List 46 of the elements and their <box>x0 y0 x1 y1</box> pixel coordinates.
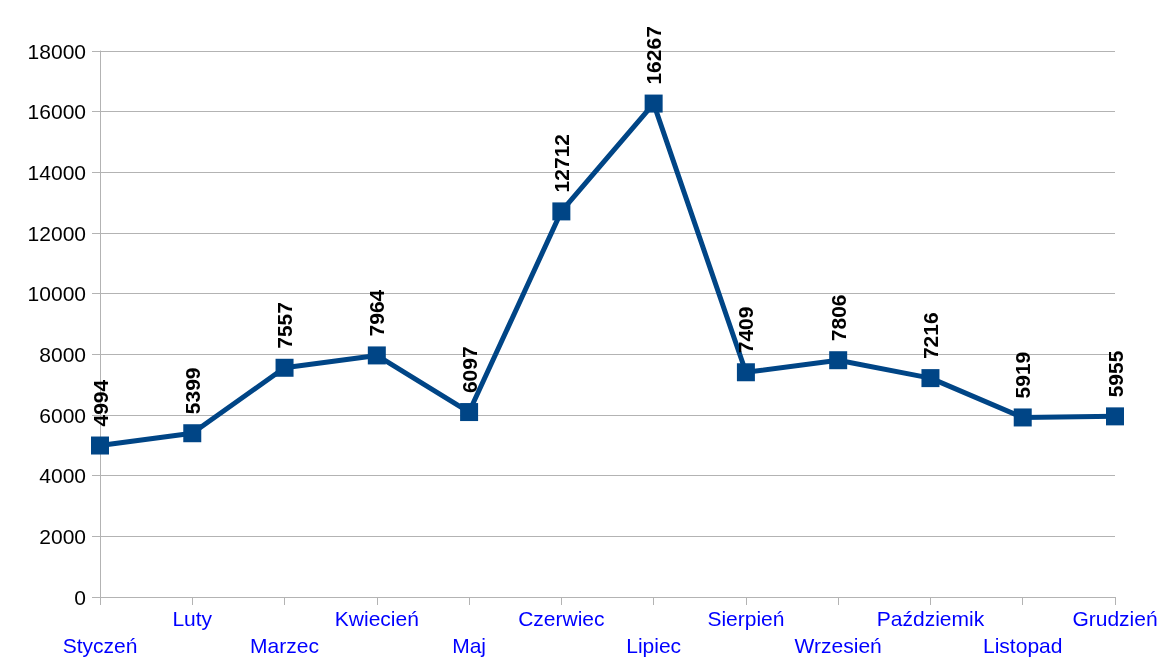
data-label: 12712 <box>549 134 573 193</box>
x-tick-label: Paździemik <box>876 607 985 630</box>
x-tick-label: Kwiecień <box>334 607 419 630</box>
x-tick-label: Wrzesień <box>794 634 882 657</box>
point <box>460 403 479 422</box>
y-tick-label: 16000 <box>27 100 86 124</box>
x-tick-label: Lipiec <box>626 634 682 657</box>
data-label: 6097 <box>457 346 481 394</box>
point <box>552 202 571 221</box>
y-tick-label: 6000 <box>39 403 86 427</box>
y-tick-label: 4000 <box>39 464 86 488</box>
y-tick-label: 0 <box>74 585 86 609</box>
data-label: 5399 <box>180 367 204 415</box>
point <box>921 369 940 388</box>
x-tick-label: Czerwiec <box>518 607 605 630</box>
data-label: 7409 <box>734 306 758 354</box>
point <box>91 436 109 455</box>
x-tick-label: Maj <box>452 634 487 657</box>
y-tick-label: 14000 <box>27 160 86 184</box>
data-label: 16267 <box>642 26 666 85</box>
x-tick-label: Luty <box>172 607 213 630</box>
y-tick-label: 18000 <box>27 39 86 63</box>
point <box>275 358 294 377</box>
x-tick-label: Styczeń <box>62 634 138 657</box>
y-tick-label: 8000 <box>39 342 86 366</box>
data-label: 5919 <box>1011 351 1035 399</box>
y-tick-label: 12000 <box>27 221 86 245</box>
data-label: 7216 <box>918 312 942 360</box>
y-tick-label: 10000 <box>27 282 86 306</box>
point <box>1013 408 1032 427</box>
point <box>367 346 386 365</box>
x-tick-label: Grudzień <box>1072 607 1158 630</box>
point <box>829 351 848 370</box>
point <box>644 94 663 113</box>
x-tick-label: Sierpień <box>707 607 785 630</box>
x-tick-label: Listopad <box>983 634 1063 657</box>
x-tick-label: Marzec <box>250 634 319 657</box>
point <box>183 424 202 443</box>
data-label: 7806 <box>826 294 850 342</box>
point <box>1106 407 1124 426</box>
data-label: 7557 <box>273 302 297 349</box>
y-tick-label: 2000 <box>39 524 86 548</box>
data-label: 7964 <box>365 289 389 337</box>
point <box>736 363 755 382</box>
data-label: 5955 <box>1103 350 1127 398</box>
data-label: 4994 <box>88 379 112 427</box>
